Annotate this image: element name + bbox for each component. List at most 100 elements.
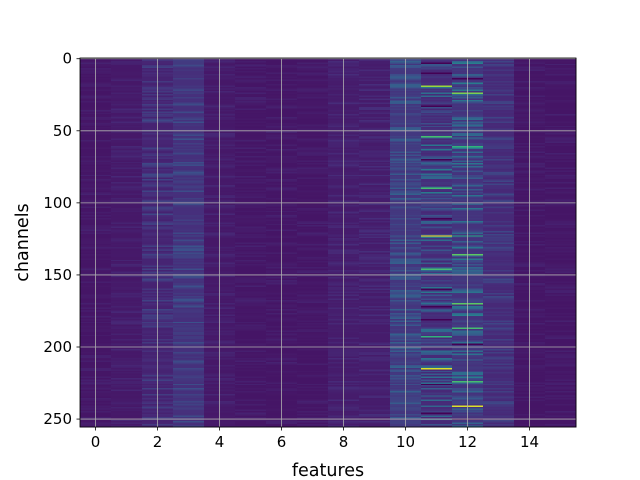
heatmap-cell bbox=[421, 424, 453, 426]
heatmap-cell bbox=[173, 225, 205, 227]
heatmap-cell bbox=[359, 267, 391, 269]
heatmap-cell bbox=[297, 265, 329, 268]
heatmap-cell bbox=[297, 207, 329, 210]
heatmap-cell bbox=[297, 81, 329, 83]
heatmap-cell bbox=[111, 216, 143, 219]
heatmap-cell bbox=[173, 102, 205, 105]
heatmap-cell bbox=[111, 261, 143, 263]
heatmap-cell bbox=[111, 99, 143, 102]
heatmap-cell bbox=[483, 278, 515, 281]
heatmap-cell bbox=[173, 278, 205, 281]
heatmap-cell bbox=[111, 246, 143, 249]
heatmap-cell bbox=[111, 284, 143, 287]
heatmap-cell bbox=[545, 363, 577, 366]
heatmap-cell bbox=[421, 180, 453, 183]
heatmap-cell bbox=[111, 193, 143, 196]
heatmap-cell bbox=[235, 112, 267, 115]
heatmap-cell bbox=[235, 140, 267, 142]
heatmap-cell bbox=[111, 402, 143, 405]
heatmap-cell bbox=[421, 396, 453, 399]
heatmap-cell bbox=[235, 161, 267, 164]
heatmap-cell bbox=[483, 412, 515, 415]
heatmap-cell bbox=[359, 210, 391, 213]
heatmap-cell bbox=[359, 403, 391, 406]
heatmap-cell bbox=[545, 140, 577, 142]
heatmap-cell bbox=[111, 137, 143, 140]
heatmap-cell bbox=[173, 353, 205, 356]
heatmap-cell bbox=[297, 392, 329, 395]
heatmap-cell bbox=[297, 298, 329, 301]
heatmap-cell bbox=[483, 174, 515, 177]
heatmap-cell bbox=[111, 290, 143, 292]
heatmap-cell bbox=[297, 277, 329, 279]
heatmap-cell bbox=[111, 339, 143, 341]
x-tick-label: 4 bbox=[215, 433, 225, 451]
heatmap-cell bbox=[173, 372, 205, 374]
heatmap-cell bbox=[111, 243, 143, 246]
heatmap-cell bbox=[173, 92, 205, 95]
heatmap-cell bbox=[359, 405, 391, 408]
heatmap-cell bbox=[235, 78, 267, 80]
heatmap-cell bbox=[545, 137, 577, 140]
heatmap-cell bbox=[235, 349, 267, 351]
heatmap-cell bbox=[545, 229, 577, 232]
heatmap-cell bbox=[111, 200, 143, 203]
heatmap-cell bbox=[235, 156, 267, 158]
heatmap-cell bbox=[483, 401, 515, 403]
heatmap-cell bbox=[111, 254, 143, 256]
heatmap-cell bbox=[297, 254, 329, 256]
heatmap-cell bbox=[545, 395, 577, 398]
heatmap-cell bbox=[483, 321, 515, 324]
heatmap-cell bbox=[111, 82, 143, 85]
heatmap-cell bbox=[483, 408, 515, 410]
heatmap-cell bbox=[359, 109, 391, 112]
heatmap-cell bbox=[173, 137, 205, 140]
heatmap-cell bbox=[111, 372, 143, 374]
heatmap-cell bbox=[235, 98, 267, 101]
heatmap-cell bbox=[111, 230, 143, 233]
heatmap-cell bbox=[297, 350, 329, 353]
heatmap-cell bbox=[173, 326, 205, 328]
heatmap-cell bbox=[359, 349, 391, 351]
heatmap-cell bbox=[421, 230, 453, 233]
heatmap-cell bbox=[421, 284, 453, 287]
heatmap-cell bbox=[235, 176, 267, 178]
heatmap-cell bbox=[173, 303, 205, 305]
heatmap-cell bbox=[235, 89, 267, 92]
heatmap-cell bbox=[297, 401, 329, 403]
heatmap-cell bbox=[421, 311, 453, 314]
heatmap-cell bbox=[421, 184, 453, 187]
heatmap-cell bbox=[421, 359, 453, 361]
heatmap-cell bbox=[111, 344, 143, 347]
heatmap-cell bbox=[297, 203, 329, 206]
heatmap-cell bbox=[111, 177, 143, 180]
heatmap-cell bbox=[173, 337, 205, 340]
heatmap-cell bbox=[297, 210, 329, 213]
heatmap-cell bbox=[235, 85, 267, 88]
heatmap-cell bbox=[545, 393, 577, 396]
heatmap-cell bbox=[359, 419, 391, 422]
heatmap-cell bbox=[359, 415, 391, 418]
heatmap-cell bbox=[359, 304, 391, 307]
heatmap-cell bbox=[545, 161, 577, 164]
heatmap-cell bbox=[173, 189, 205, 191]
heatmap-cell bbox=[421, 95, 453, 98]
heatmap-cell bbox=[545, 246, 577, 249]
heatmap-cell bbox=[297, 409, 329, 412]
heatmap-cell bbox=[297, 326, 329, 328]
heatmap-cell bbox=[173, 385, 205, 387]
heatmap-cell bbox=[297, 228, 329, 230]
heatmap-cell bbox=[545, 223, 577, 226]
heatmap-cell bbox=[545, 314, 577, 317]
heatmap-cell bbox=[421, 157, 453, 160]
heatmap-cell bbox=[421, 59, 453, 62]
heatmap-cell bbox=[359, 194, 391, 197]
heatmap-cell bbox=[235, 421, 267, 423]
heatmap-cell bbox=[545, 396, 577, 399]
heatmap-cell bbox=[173, 277, 205, 279]
heatmap-cell bbox=[111, 223, 143, 226]
heatmap-cell bbox=[111, 380, 143, 383]
heatmap-cell bbox=[235, 225, 267, 227]
heatmap-cell bbox=[297, 70, 329, 73]
heatmap-cell bbox=[421, 305, 453, 308]
